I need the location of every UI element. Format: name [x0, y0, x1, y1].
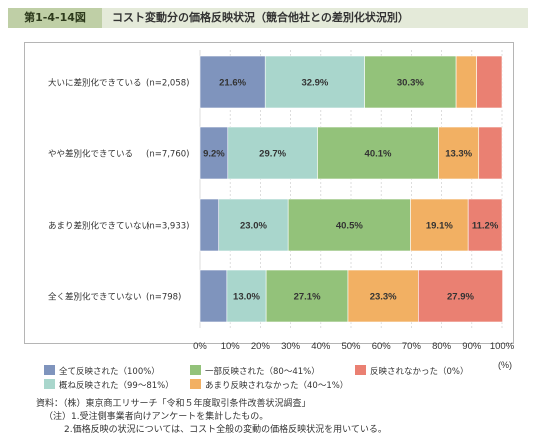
- legend-swatch: [44, 365, 55, 375]
- n-label: (n=7,760): [146, 150, 189, 160]
- legend-label: 全て反映された（100%）: [59, 366, 160, 377]
- x-tick-label: 50%: [341, 341, 361, 352]
- x-tick-label: 100%: [490, 341, 515, 352]
- title-bar: [8, 8, 528, 28]
- bar-segment: [476, 55, 503, 109]
- x-tick-label: 10%: [221, 341, 241, 352]
- n-label: (n=3,933): [146, 222, 189, 232]
- data-label: 30.3%: [397, 78, 424, 89]
- n-label: (n=2,058): [146, 79, 189, 89]
- bar-segment: [347, 269, 419, 323]
- bar-segment: [218, 198, 289, 252]
- data-label: 32.9%: [301, 78, 328, 89]
- x-tick-label: 40%: [311, 341, 331, 352]
- data-label: 23.0%: [240, 221, 267, 232]
- bar-segment: [227, 126, 318, 180]
- chart-title: コスト変動分の価格反映状況（競合他社との差別化状況別）: [112, 11, 409, 24]
- figure-number: 第1-4-14図: [8, 8, 102, 28]
- legend-label: 反映されなかった（0%）: [370, 366, 469, 377]
- x-tick-label: 70%: [402, 341, 422, 352]
- data-label: 23.3%: [370, 292, 397, 303]
- data-label: 40.5%: [336, 221, 363, 232]
- legend-label: 概ね反映された（99〜81%）: [59, 380, 174, 391]
- data-label: 21.6%: [219, 78, 246, 89]
- bar-segment: [455, 55, 477, 109]
- n-label: (n=798): [146, 293, 181, 303]
- bar-segment: [199, 269, 228, 323]
- source-note: 資料：（株）東京商工リサーチ「令和５年度取引条件改善状況調査」: [36, 399, 311, 409]
- data-label: 27.1%: [294, 292, 321, 303]
- legend-swatch: [190, 365, 201, 375]
- legend-swatch: [190, 379, 201, 389]
- bar-segment: [287, 198, 411, 252]
- bar-segment: [418, 269, 503, 323]
- data-label: 9.2%: [203, 149, 225, 160]
- note-2: 2.価格反映の状況については、コスト全般の変動の価格反映状況を用いている。: [64, 425, 387, 435]
- legend-swatch: [355, 365, 366, 375]
- data-label: 13.0%: [233, 292, 260, 303]
- bar-segment: [199, 126, 229, 180]
- bar-segment: [478, 126, 503, 180]
- data-label: 40.1%: [365, 149, 392, 160]
- bar-segment: [410, 198, 469, 252]
- x-tick-label: 60%: [372, 341, 392, 352]
- x-tick-label: 0%: [193, 341, 207, 352]
- data-label: 27.9%: [447, 292, 474, 303]
- chart-frame: [24, 42, 514, 344]
- data-label: 13.3%: [445, 149, 472, 160]
- bar-segment: [317, 126, 439, 180]
- category-label: やや差別化できている: [48, 149, 133, 160]
- bar-segment: [364, 55, 457, 109]
- x-tick-label: 80%: [432, 341, 452, 352]
- bar-segment: [467, 198, 503, 252]
- x-unit-label: (%): [498, 360, 512, 370]
- note-1: （注）1.受注側事業者向けアンケートを集計したもの。: [44, 412, 269, 422]
- bar-segment: [265, 269, 349, 323]
- bar-segment: [438, 126, 480, 180]
- category-label: 大いに差別化できている: [48, 78, 142, 89]
- legend-label: 一部反映された（80〜41%）: [205, 366, 320, 377]
- data-label: 19.1%: [426, 221, 453, 232]
- legend-label: あまり反映されなかった（40〜1%）: [205, 380, 348, 391]
- bar-segment: [199, 198, 220, 252]
- category-label: 全く差別化できていない: [48, 292, 142, 303]
- x-tick-label: 30%: [281, 341, 301, 352]
- bar-segment: [264, 55, 365, 109]
- category-label: あまり差別化できていない: [48, 221, 150, 232]
- legend-swatch: [44, 379, 55, 389]
- notes: 資料：（株）東京商工リサーチ「令和５年度取引条件改善状況調査」 （注）1.受注側…: [36, 398, 387, 437]
- data-label: 11.2%: [472, 221, 499, 232]
- x-tick-label: 90%: [462, 341, 482, 352]
- data-label: 29.7%: [259, 149, 286, 160]
- x-tick-label: 20%: [251, 341, 271, 352]
